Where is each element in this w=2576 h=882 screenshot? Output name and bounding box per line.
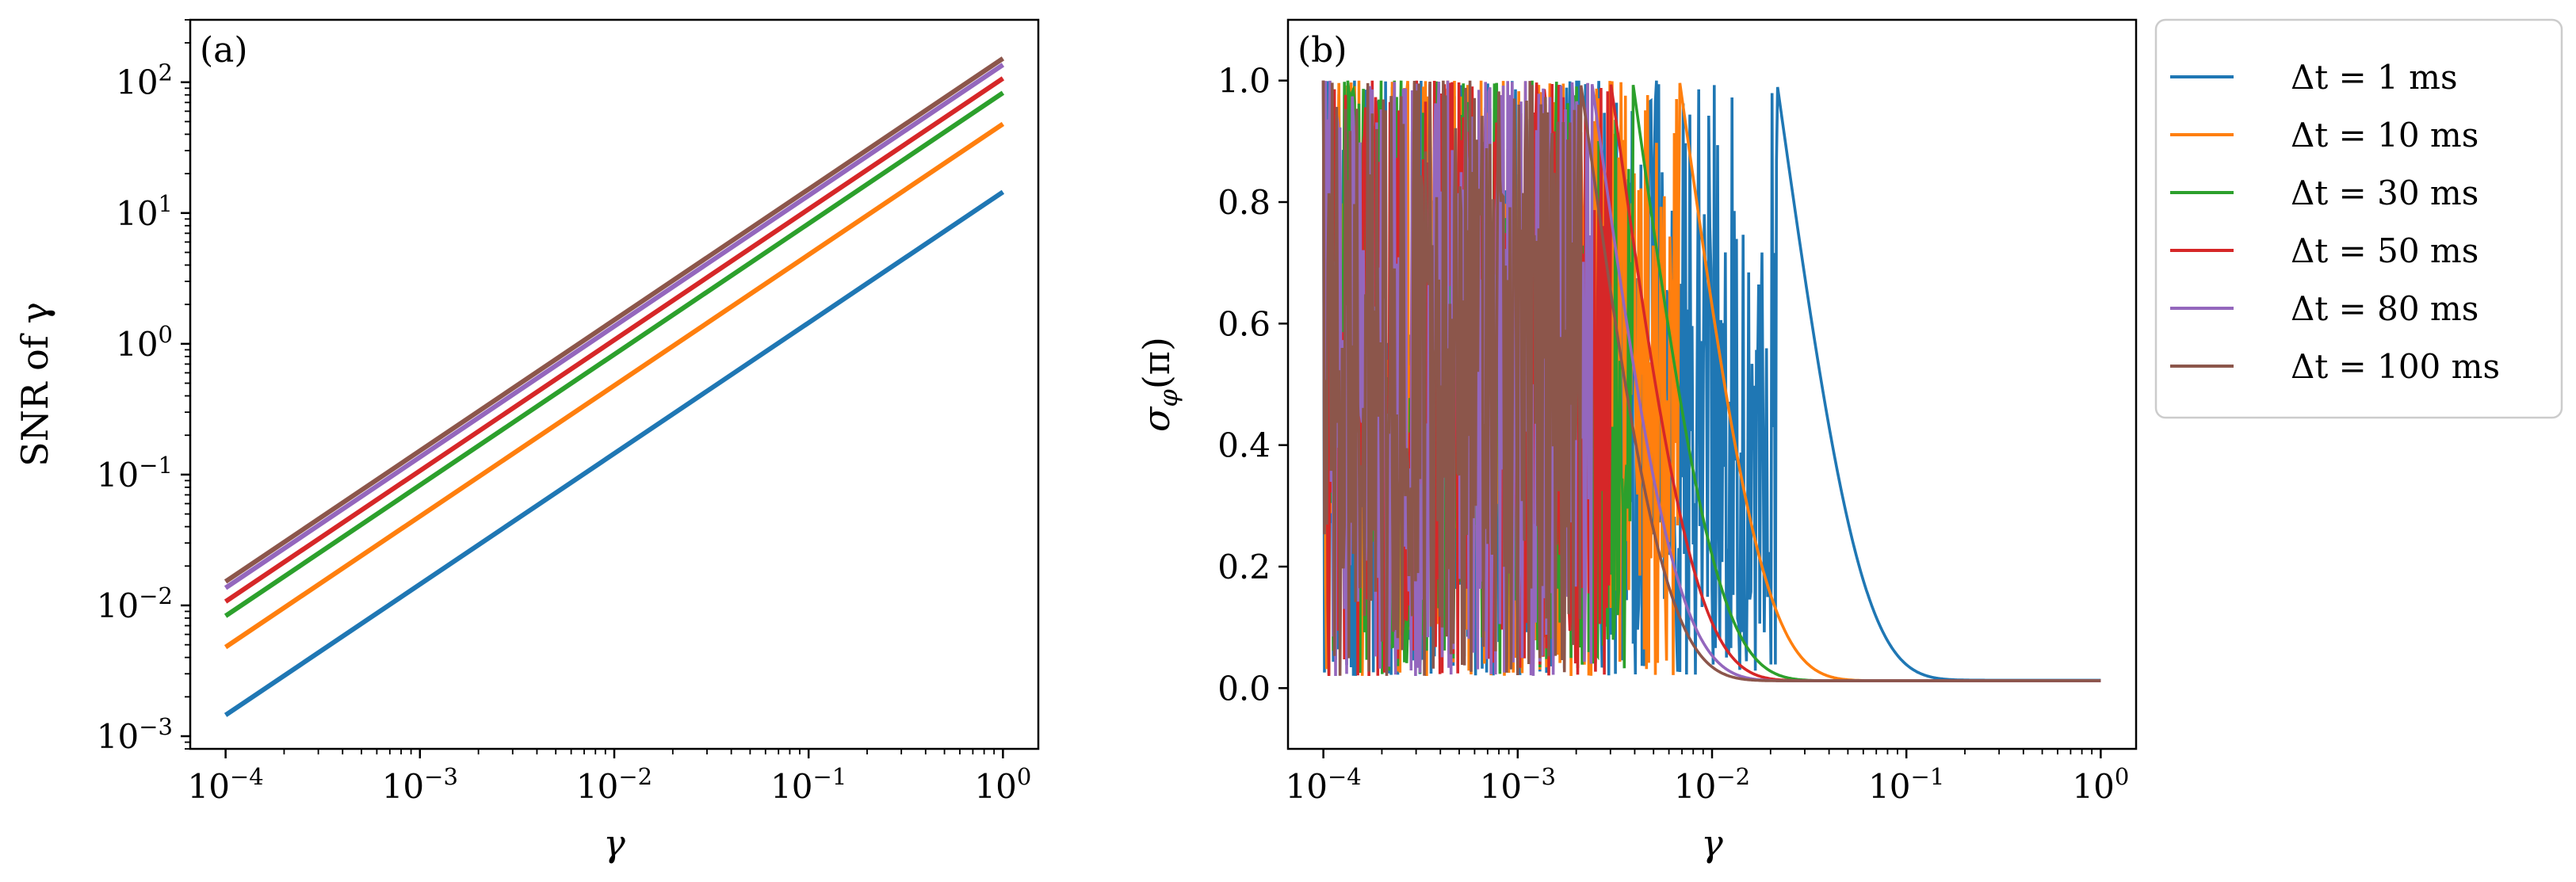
panel-a-y-tick-label: 102 xyxy=(116,59,173,102)
panel-b-x-tick-label: 10−2 xyxy=(1674,763,1750,806)
panel-a-y-tick-label: 100 xyxy=(116,321,173,364)
panel-b-y-tick-label: 0.4 xyxy=(1217,426,1271,465)
panel-a-series-group xyxy=(224,56,1005,717)
legend-label-1: Δt = 1 ms xyxy=(2291,58,2458,97)
panel-b-y-tick-label: 0.6 xyxy=(1217,304,1271,343)
legend-label-6: Δt = 100 ms xyxy=(2291,347,2500,386)
panel-a-frame xyxy=(189,18,1040,750)
panel-b-frame xyxy=(1286,18,2138,750)
legend-label-5: Δt = 80 ms xyxy=(2291,289,2479,328)
panel-b-x-tick-label: 10−4 xyxy=(1286,763,1362,806)
panel-a-y-tick-label: 101 xyxy=(116,190,173,233)
panel-a-tag: (a) xyxy=(200,30,248,71)
panel-b-y-ticks: 0.0 0.2 0.4 0.6 0.8 1.0 xyxy=(1217,62,1288,708)
panel-a-x-tick-label: 10−1 xyxy=(770,763,847,806)
panel-b-series-group xyxy=(1321,80,2101,682)
panel-b-tag: (b) xyxy=(1298,30,1347,71)
panel-b-x-ticks: 10−4 10−3 10−2 10−1 100 xyxy=(1286,749,2129,806)
panel-b-y-axis-label: σφ(π) xyxy=(1135,337,1183,432)
panel-b-y-label-arg: (π) xyxy=(1135,337,1178,389)
panel-b-y-tick-label: 0.2 xyxy=(1217,548,1271,586)
legend-label-2: Δt = 10 ms xyxy=(2291,116,2479,155)
panel-a-y-tick-label: 10−1 xyxy=(97,452,173,494)
panel-a-x-tick-label: 10−3 xyxy=(382,763,458,806)
panel-a-x-tick-label: 10−4 xyxy=(188,763,264,806)
legend-items: Δt = 1 ms Δt = 10 ms Δt = 30 ms Δt = 50 ms Δ… xyxy=(2170,58,2500,386)
panel-a-y-tick-label: 10−3 xyxy=(97,713,173,756)
legend-label-4: Δt = 50 ms xyxy=(2291,231,2479,270)
panel-a-series-line-2 xyxy=(224,121,1005,650)
panel-b-y-label-main: σ xyxy=(1135,406,1178,432)
panel-a-series-line-6 xyxy=(224,56,1005,584)
panel-a-y-axis-label: SNR of γ xyxy=(13,302,56,467)
panel-b-y-tick-label: 1.0 xyxy=(1217,62,1271,101)
panel-b-y-tick-label: 0.0 xyxy=(1217,669,1271,708)
legend-box xyxy=(2154,18,2563,419)
panel-b-sigma-chart: 10−4 10−3 10−2 10−1 100 0.0 0.2 0.4 0.6 0.8 1.0 (… xyxy=(1135,18,2138,865)
panel-a-series-line-3 xyxy=(224,90,1005,618)
panel-b-x-tick-label: 100 xyxy=(2072,763,2129,806)
panel-a-x-tick-label: 100 xyxy=(974,763,1031,806)
panel-a-series-line-4 xyxy=(224,76,1005,604)
panel-b-y-tick-label: 0.8 xyxy=(1217,183,1271,222)
panel-a-x-ticks: 10−4 10−3 10−2 10−1 100 xyxy=(188,749,1031,806)
panel-a-series-line-1 xyxy=(224,189,1005,717)
panel-b-series-line-6 xyxy=(1321,80,2101,682)
panel-b-y-label-sub: φ xyxy=(1153,389,1183,407)
legend: Δt = 1 ms Δt = 10 ms Δt = 30 ms Δt = 50 ms Δ… xyxy=(2154,18,2563,419)
panel-b-x-axis-label: γ xyxy=(1701,822,1723,865)
panel-a-snr-chart: 10−4 10−3 10−2 10−1 100 10−310−210−110010110… xyxy=(13,18,1040,865)
panel-a-x-tick-label: 10−2 xyxy=(576,763,652,806)
panel-a-y-ticks: 10−3 10−2 10−1 100 101 102 xyxy=(97,19,190,756)
panel-a-x-axis-label: γ xyxy=(603,822,625,865)
panel-a-y-tick-label: 10−2 xyxy=(97,582,173,625)
panel-b-x-tick-label: 10−1 xyxy=(1868,763,1944,806)
panel-a-series-line-5 xyxy=(224,63,1005,590)
legend-label-3: Δt = 30 ms xyxy=(2291,174,2479,212)
panel-b-x-tick-label: 10−3 xyxy=(1480,763,1556,806)
